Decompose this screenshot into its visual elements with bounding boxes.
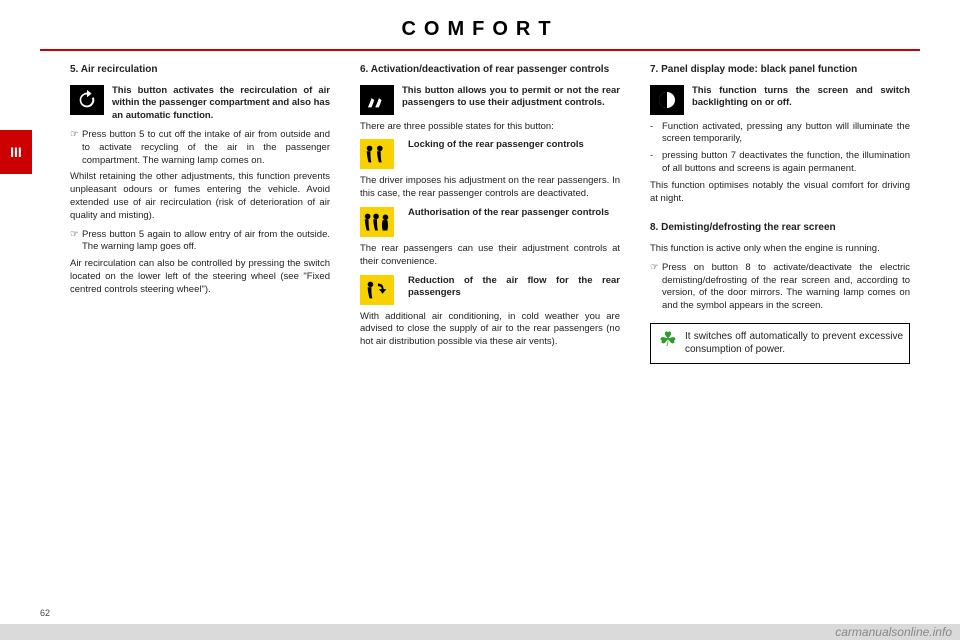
panel-mode-row: This function turns the screen and switc…	[650, 85, 910, 115]
col3-dash-1: Function activated, pressing any button …	[650, 121, 910, 147]
auth-rear-label: Authorisation of the rear passenger cont…	[402, 207, 609, 220]
col2-para-2: The driver imposes his adjustment on the…	[360, 175, 620, 201]
auth-rear-row: Authorisation of the rear passenger cont…	[360, 207, 620, 237]
col2-para-4: With additional air conditioning, in col…	[360, 311, 620, 349]
recirc-intro-text: This button activates the recirculation …	[112, 85, 330, 123]
reduce-flow-label: Reduction of the air flow for the rear p…	[402, 275, 620, 301]
lock-rear-label: Locking of the rear passenger controls	[402, 139, 584, 152]
footer-watermark: carmanualsonline.info	[0, 624, 960, 640]
black-panel-icon	[650, 85, 684, 115]
column-2: 6. Activation/deactivation of rear passe…	[360, 63, 620, 364]
section-5-title: 5. Air recirculation	[70, 63, 330, 77]
page-number: 62	[40, 608, 50, 618]
lock-rear-icon	[360, 139, 394, 169]
recirculation-icon	[70, 85, 104, 115]
rear-ctrl-intro-text: This button allows you to permit or not …	[402, 85, 620, 111]
tip-text: It switches off automatically to prevent…	[685, 330, 903, 357]
rear-passenger-icon	[360, 85, 394, 115]
section-8-title: 8. Demisting/defrosting the rear screen	[650, 221, 910, 235]
panel-mode-intro-text: This function turns the screen and switc…	[692, 85, 910, 111]
page-header: COMFORT	[0, 0, 960, 41]
chapter-tab: III	[0, 130, 32, 174]
reduce-flow-row: Reduction of the air flow for the rear p…	[360, 275, 620, 305]
col3-para-2: This function is active only when the en…	[650, 243, 910, 256]
main-content: 5. Air recirculation This button activat…	[0, 51, 960, 374]
col1-para-2: Air recirculation can also be controlled…	[70, 258, 330, 296]
recirc-icon-row: This button activates the recirculation …	[70, 85, 330, 123]
rear-ctrl-icon-row: This button allows you to permit or not …	[360, 85, 620, 115]
col3-dash-2: pressing button 7 deactivates the functi…	[650, 150, 910, 176]
column-1: 5. Air recirculation This button activat…	[70, 63, 330, 364]
lock-rear-row: Locking of the rear passenger controls	[360, 139, 620, 169]
section-7-title: 7. Panel display mode: black panel funct…	[650, 63, 910, 77]
col2-para-3: The rear passengers can use their adjust…	[360, 243, 620, 269]
reduce-flow-icon	[360, 275, 394, 305]
auth-rear-icon	[360, 207, 394, 237]
col1-bullet-1: Press button 5 to cut off the intake of …	[70, 129, 330, 167]
col2-para-1: There are three possible states for this…	[360, 121, 620, 134]
col1-bullet-2: Press button 5 again to allow entry of a…	[70, 229, 330, 255]
col1-para-1: Whilst retaining the other adjustments, …	[70, 171, 330, 222]
section-6-title: 6. Activation/deactivation of rear passe…	[360, 63, 620, 77]
tip-box: ☘ It switches off automatically to preve…	[650, 323, 910, 364]
clover-icon: ☘	[657, 330, 679, 352]
column-3: 7. Panel display mode: black panel funct…	[650, 63, 910, 364]
col3-para-1: This function optimises notably the visu…	[650, 180, 910, 206]
col3-bullet-1: Press on button 8 to activate/deactivate…	[650, 262, 910, 313]
